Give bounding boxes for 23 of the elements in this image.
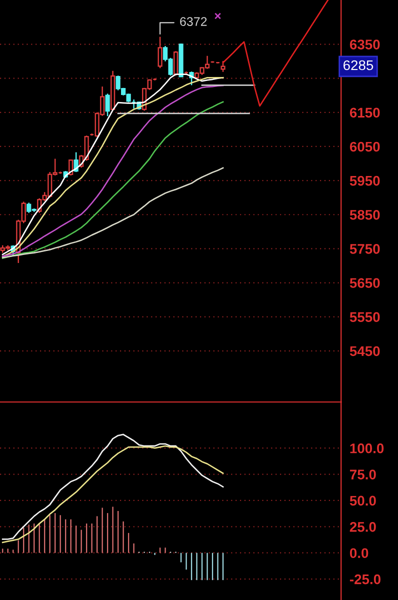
text: 6285 (343, 60, 374, 70)
y-tick-label: 5550 (350, 312, 380, 322)
y-tick-label: 50.0 (350, 496, 376, 506)
candlestick (173, 50, 178, 76)
y-tick-label: 25.0 (350, 522, 376, 532)
y-tick-label: 5850 (350, 210, 380, 220)
candlestick (158, 36, 162, 69)
candlestick (105, 93, 110, 117)
y-tick-label: 6150 (350, 108, 380, 118)
y-tick-label: 6350 (350, 40, 380, 50)
y-tick-label: 5950 (350, 176, 380, 186)
y-tick-label: 5650 (350, 278, 380, 288)
y-tick-label: 0.0 (350, 548, 368, 558)
candlestick (220, 60, 226, 73)
annotation: 6372 (180, 17, 207, 26)
y-tick-label: 6050 (350, 142, 380, 152)
y-tick-label: 75.0 (350, 470, 376, 480)
y-tick-label: 5450 (350, 346, 380, 356)
line-series (2, 167, 224, 258)
y-tick-label: 100.0 (350, 443, 384, 454)
y-tick-label: -25.0 (350, 574, 381, 584)
line-series (222, 0, 329, 107)
y-tick-label: 5750 (350, 244, 380, 254)
